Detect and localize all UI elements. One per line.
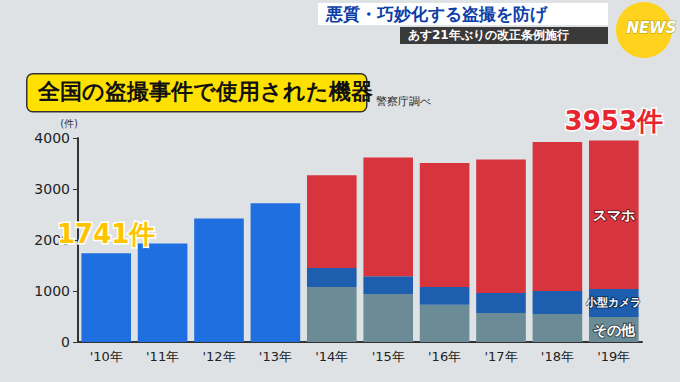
svg-text:'15年: '15年	[372, 349, 405, 364]
svg-text:'18年: '18年	[541, 349, 574, 364]
svg-text:全国の盗撮事件で使用された機器: 全国の盗撮事件で使用された機器	[37, 79, 373, 104]
svg-text:'10年: '10年	[90, 349, 123, 364]
svg-text:'13年: '13年	[259, 349, 292, 364]
svg-text:あす21年ぶりの改正条例施行: あす21年ぶりの改正条例施行	[408, 28, 569, 42]
svg-text:'16年: '16年	[428, 349, 461, 364]
svg-text:'14年: '14年	[315, 349, 348, 364]
svg-text:2000: 2000	[34, 232, 70, 248]
svg-text:NEWS: NEWS	[627, 19, 677, 37]
svg-text:警察庁調べ: 警察庁調べ	[376, 95, 431, 108]
svg-text:'12年: '12年	[202, 349, 235, 364]
svg-text:1741件: 1741件	[57, 219, 155, 249]
svg-text:小型カメラ: 小型カメラ	[585, 296, 641, 309]
svg-text:'11年: '11年	[146, 349, 179, 364]
svg-text:(件): (件)	[60, 118, 78, 129]
svg-text:3000: 3000	[34, 181, 70, 197]
svg-text:3953件: 3953件	[565, 106, 663, 136]
svg-text:スマホ: スマホ	[593, 207, 635, 223]
svg-text:悪質・巧妙化する盗撮を防げ: 悪質・巧妙化する盗撮を防げ	[325, 4, 548, 24]
svg-text:'17年: '17年	[484, 349, 517, 364]
svg-text:1000: 1000	[34, 283, 70, 299]
svg-text:4000: 4000	[34, 130, 70, 146]
svg-text:その他: その他	[593, 322, 636, 338]
svg-text:'19年: '19年	[597, 349, 630, 364]
svg-text:0: 0	[61, 334, 70, 350]
